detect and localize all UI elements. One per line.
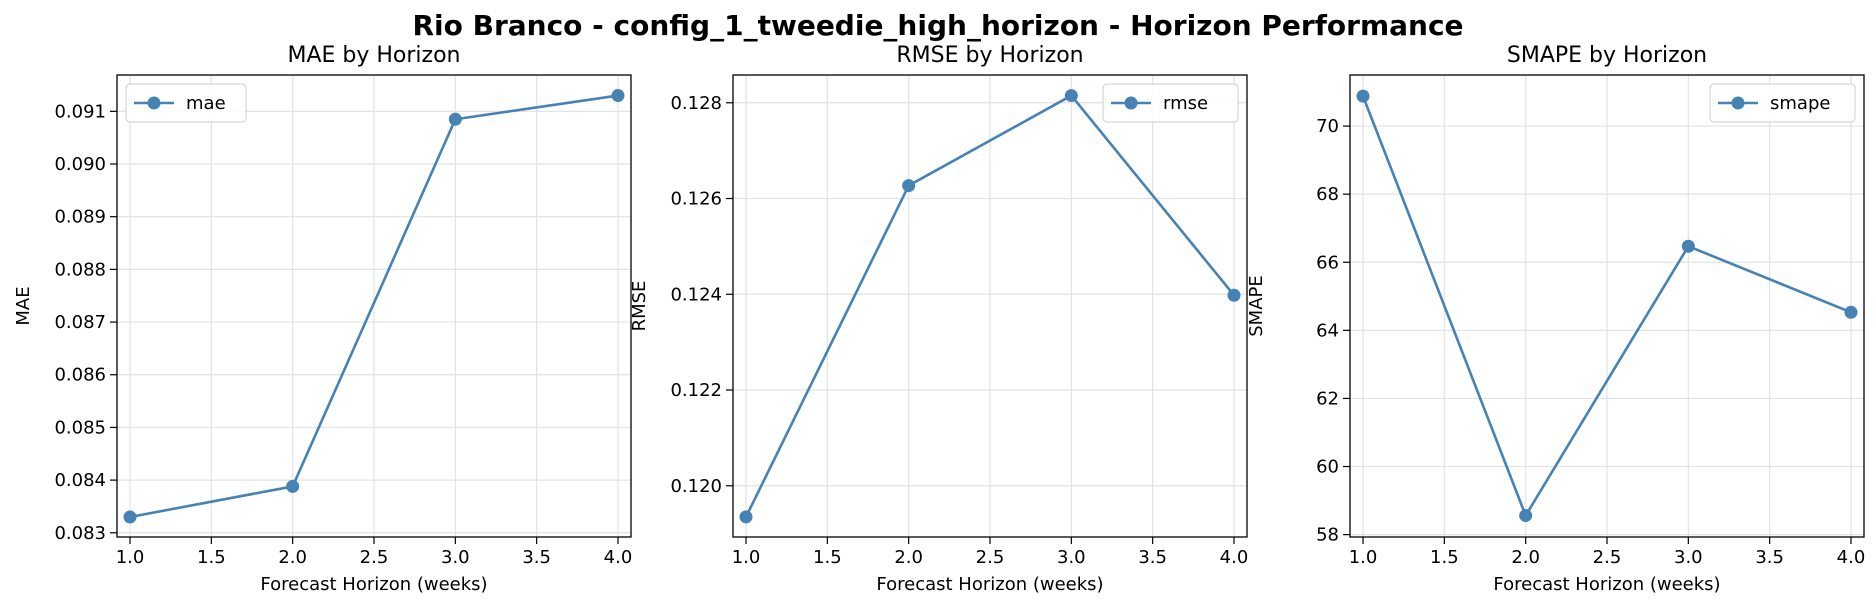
legend-box [1102, 83, 1239, 123]
series-line-mae [129, 94, 619, 519]
data-point [1681, 239, 1695, 253]
x-tick-label: 2.0 [894, 547, 923, 568]
x-tick-label: 2.0 [1511, 547, 1540, 568]
data-point [1064, 89, 1078, 103]
legend-marker [147, 96, 161, 110]
x-axis-label: Forecast Horizon (weeks) [260, 574, 487, 595]
y-tick-label: 0.085 [54, 417, 106, 438]
y-tick-label: 0.089 [54, 207, 106, 228]
x-tick-label: 3.5 [1138, 547, 1167, 568]
x-tick-label: 1.5 [1430, 547, 1459, 568]
y-tick-label: 70 [1316, 116, 1339, 137]
y-axis-label: MAE [13, 286, 34, 325]
y-tick-label: 0.120 [670, 476, 722, 497]
x-tick-label: 3.5 [1755, 547, 1784, 568]
legend-marker [1731, 96, 1745, 110]
chart-panel-1: 1.0 1.5 2.0 2.5 3.0 3.5 4.0 0.083 0.084 0.085 0.08… [13, 43, 632, 595]
x-tick-label: 3.0 [1057, 547, 1086, 568]
y-tick-label: 0.126 [670, 189, 722, 210]
series-line-rmse [744, 93, 1235, 518]
legend-box [125, 83, 247, 123]
y-axis-label: RMSE [629, 281, 650, 332]
x-tick-label: 4.0 [1220, 547, 1249, 568]
y-tick-label: 0.086 [54, 365, 106, 386]
legend-box [1709, 83, 1856, 123]
legend-label: smape [1770, 93, 1830, 114]
chart-title: RMSE by Horizon [896, 43, 1083, 68]
data-point [902, 179, 916, 193]
legend-label: rmse [1163, 93, 1208, 114]
x-tick-label: 1.5 [197, 547, 226, 568]
x-tick-label: 3.0 [441, 547, 470, 568]
data-point [1519, 509, 1533, 523]
x-tick-label: 2.0 [278, 547, 307, 568]
y-tick-label: 0.128 [670, 93, 722, 114]
x-tick-label: 4.0 [604, 547, 633, 568]
data-point [739, 510, 753, 524]
data-point [448, 112, 462, 126]
legend: mae [125, 83, 247, 123]
chart-panel-2: 1.0 1.5 2.0 2.5 3.0 3.5 4.0 0.120 0.122 0.124 0.12… [629, 43, 1248, 595]
x-axis-label: Forecast Horizon (weeks) [1493, 574, 1720, 595]
data-point [1844, 305, 1858, 319]
x-tick-label: 3.5 [522, 547, 551, 568]
axes-frame [116, 74, 632, 538]
y-tick-label: 0.087 [54, 312, 106, 333]
data-point [123, 510, 137, 524]
y-tick-label: 60 [1316, 457, 1339, 478]
y-tick-label: 62 [1316, 388, 1339, 409]
x-tick-label: 2.5 [1593, 547, 1622, 568]
x-tick-label: 1.0 [732, 547, 761, 568]
y-tick-label: 0.088 [54, 259, 106, 280]
y-tick-label: 0.090 [54, 154, 106, 175]
x-tick-label: 1.5 [813, 547, 842, 568]
axes-frame [1349, 74, 1865, 538]
x-tick-label: 1.0 [116, 547, 145, 568]
x-tick-label: 3.0 [1674, 547, 1703, 568]
x-tick-label: 2.5 [976, 547, 1005, 568]
x-tick-label: 4.0 [1837, 547, 1866, 568]
y-tick-label: 0.122 [670, 380, 722, 401]
data-point [611, 89, 625, 103]
y-tick-label: 58 [1316, 525, 1339, 546]
legend: rmse [1102, 83, 1239, 123]
figure-title: Rio Branco - config_1_tweedie_high_horiz… [412, 9, 1464, 42]
y-tick-label: 68 [1316, 184, 1339, 205]
x-axis-label: Forecast Horizon (weeks) [876, 574, 1103, 595]
data-point [286, 479, 300, 493]
x-tick-label: 1.0 [1349, 547, 1378, 568]
chart-title: SMAPE by Horizon [1507, 43, 1707, 68]
y-tick-label: 0.091 [54, 101, 106, 122]
legend: smape [1709, 83, 1856, 123]
y-tick-label: 0.084 [54, 470, 106, 491]
chart-panel-3: 1.0 1.5 2.0 2.5 3.0 3.5 4.0 58 60 62 64 66 68 70 SMAPE… [1246, 43, 1865, 595]
chart-title: MAE by Horizon [287, 43, 460, 68]
x-tick-label: 2.5 [360, 547, 389, 568]
y-tick-label: 0.124 [670, 284, 722, 305]
series-line-smape [1361, 95, 1852, 519]
legend-label: mae [186, 93, 226, 114]
y-tick-label: 64 [1316, 320, 1339, 341]
y-tick-label: 0.083 [54, 523, 106, 544]
legend-marker [1124, 96, 1138, 110]
axes-frame [732, 74, 1248, 538]
y-axis-label: SMAPE [1246, 275, 1267, 337]
y-tick-label: 66 [1316, 252, 1339, 273]
data-point [1227, 288, 1241, 302]
data-point [1356, 89, 1370, 103]
